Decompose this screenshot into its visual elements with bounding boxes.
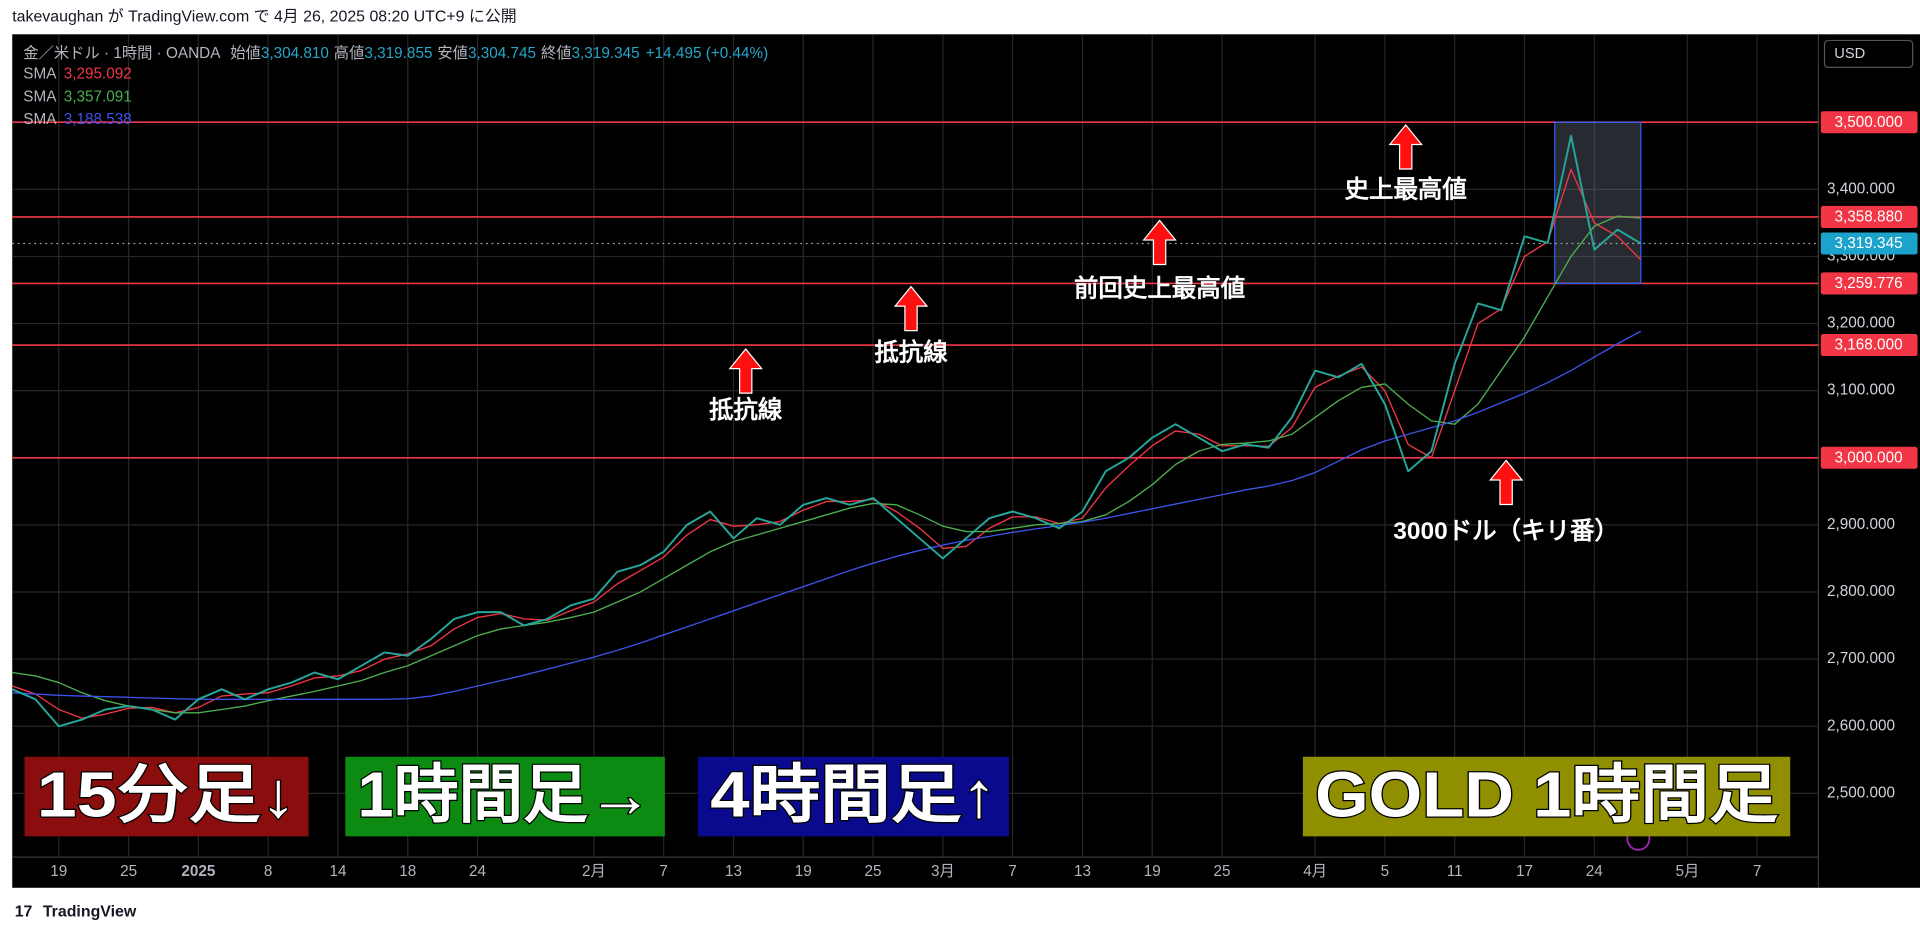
y-tick-label: 2,800.000 xyxy=(1827,583,1895,600)
x-tick-label: 24 xyxy=(469,863,487,880)
x-tick-label: 4月 xyxy=(1303,863,1327,880)
annotation-text: 3000ドル（キリ番） xyxy=(1393,517,1619,545)
legend-value: 3,319.345 xyxy=(572,45,640,62)
x-tick-label: 17 xyxy=(1516,863,1533,880)
sma-value: 3,188.538 xyxy=(64,111,132,128)
hline-box xyxy=(1820,111,1918,134)
sma-name: SMA xyxy=(23,88,57,105)
banner-bg xyxy=(345,756,665,837)
annotation-arrow xyxy=(893,285,929,332)
legend-symbol: 金／米ドル · 1時間 · OANDA xyxy=(23,45,221,62)
x-tick-label: 11 xyxy=(1447,863,1463,880)
hline-label: 3,000.000 xyxy=(1835,449,1903,466)
x-tick-label: 5月 xyxy=(1675,863,1699,880)
banner-bg xyxy=(1302,756,1791,837)
y-tick-label: 2,900.000 xyxy=(1827,516,1895,533)
banner-text: 15分足↓ xyxy=(37,759,297,830)
hline-box xyxy=(1820,446,1918,469)
annotation-arrow xyxy=(1488,459,1524,506)
published-title: takevaughan が TradingView.com で 4月 26, 2… xyxy=(12,7,516,25)
x-tick-label: 7 xyxy=(659,863,668,880)
hline-box xyxy=(1820,272,1918,295)
y-tick-label: 3,400.000 xyxy=(1827,180,1895,197)
brand-logo: 17 xyxy=(15,903,33,920)
x-tick-label: 14 xyxy=(329,863,347,880)
annotation-text: 史上最高値 xyxy=(1345,175,1467,204)
sma-line xyxy=(12,168,1642,719)
hline-label: 3,500.000 xyxy=(1835,114,1903,131)
highlight-box xyxy=(1554,121,1642,285)
y-tick-label: 2,500.000 xyxy=(1827,784,1895,801)
x-tick-label: 19 xyxy=(50,863,67,880)
annotation-text: 抵抗線 xyxy=(709,395,783,424)
y-tick-label: 3,100.000 xyxy=(1827,382,1895,399)
sma-legend: SMA 3,188.538 xyxy=(23,111,132,128)
banner-bg xyxy=(24,756,309,837)
legend-key: 高値 xyxy=(334,45,365,62)
sma-legend: SMA 3,295.092 xyxy=(23,66,132,83)
footer-brand: TradingView xyxy=(43,903,137,920)
banner-text: 4時間足↑ xyxy=(710,759,997,830)
sma-value: 3,295.092 xyxy=(64,66,132,83)
annotation-text: 抵抗線 xyxy=(874,337,948,366)
last-price-label: 3,319.345 xyxy=(1835,235,1903,252)
banner-text: 1時間足→ xyxy=(358,759,653,830)
y-tick-label: 3,200.000 xyxy=(1827,315,1895,332)
sma-name: SMA xyxy=(23,111,57,128)
x-tick-label: 24 xyxy=(1586,863,1604,880)
x-tick-label: 19 xyxy=(1144,863,1161,880)
legend-key: 始値 xyxy=(230,45,261,62)
price-line xyxy=(11,134,1642,728)
x-tick-label: 18 xyxy=(399,863,416,880)
legend-key: 安値 xyxy=(437,45,468,62)
x-tick-label: 13 xyxy=(1074,863,1091,880)
annotation-arrow xyxy=(728,348,763,394)
annotation-text: 前回史上最高値 xyxy=(1074,274,1245,303)
banner-text: GOLD 1時間足 xyxy=(1315,759,1778,830)
currency-label: USD xyxy=(1834,46,1865,62)
x-tick-label: 2025 xyxy=(181,863,216,880)
x-tick-label: 8 xyxy=(264,863,273,880)
legend-value: 3,304.745 xyxy=(468,45,536,62)
x-tick-label: 25 xyxy=(1214,863,1231,880)
x-tick-label: 7 xyxy=(1008,863,1017,880)
legend-key: 終値 xyxy=(541,45,572,62)
currency-button[interactable] xyxy=(1823,39,1914,68)
sma-line xyxy=(12,215,1641,714)
annotation-arrow xyxy=(1388,123,1423,170)
y-tick-label: 2,700.000 xyxy=(1827,650,1895,667)
chart-bg xyxy=(12,34,1920,888)
legend-row: 金／米ドル · 1時間 · OANDA 始値3,304.810 高値3,319.85… xyxy=(23,45,768,62)
banner-bg xyxy=(697,756,1009,837)
x-tick-label: 25 xyxy=(865,863,882,880)
x-tick-label: 19 xyxy=(795,863,812,880)
x-tick-label: 5 xyxy=(1381,863,1390,880)
legend-change: +14.495 (+0.44%) xyxy=(646,45,768,62)
x-tick-label: 7 xyxy=(1753,863,1762,880)
hline-label: 3,358.880 xyxy=(1835,209,1903,226)
sma-value: 3,357.091 xyxy=(64,88,132,105)
x-tick-label: 25 xyxy=(120,863,137,880)
sma-name: SMA xyxy=(23,66,57,83)
legend-value: 3,319.855 xyxy=(364,45,432,62)
hline-box xyxy=(1820,334,1918,357)
y-tick-label: 2,600.000 xyxy=(1827,717,1895,734)
sma-legend: SMA 3,357.091 xyxy=(23,88,132,105)
hline-box xyxy=(1820,205,1918,228)
x-tick-label: 2月 xyxy=(582,863,606,880)
sma-line xyxy=(12,330,1642,701)
hline-label: 3,168.000 xyxy=(1835,337,1903,354)
annotation-arrow xyxy=(1142,219,1177,266)
legend-value: 3,304.810 xyxy=(261,45,329,62)
x-tick-label: 13 xyxy=(725,863,742,880)
last-price-box xyxy=(1820,232,1918,255)
hline-label: 3,259.776 xyxy=(1835,275,1903,292)
x-tick-label: 3月 xyxy=(931,863,955,880)
